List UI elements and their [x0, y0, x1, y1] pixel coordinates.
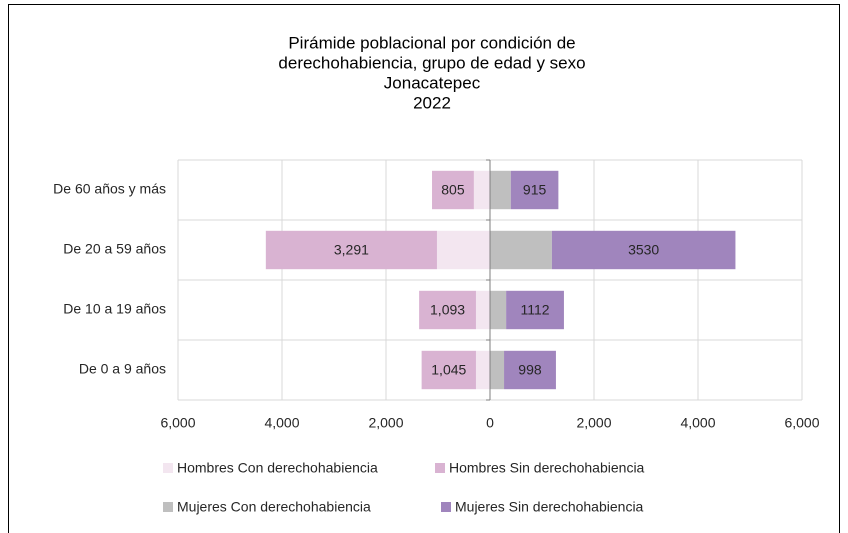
data-label: 915	[523, 182, 547, 198]
bar	[475, 290, 490, 330]
data-label: 805	[441, 182, 465, 198]
x-tick-label: 6,000	[784, 415, 819, 431]
legend-swatch	[435, 463, 445, 473]
data-label: 1112	[520, 302, 549, 318]
legend-label: Hombres Sin derechohabiencia	[449, 460, 645, 476]
legend-swatch	[163, 502, 173, 512]
bar	[506, 290, 564, 330]
data-label: 3,291	[334, 242, 369, 258]
x-tick-label: 6,000	[160, 415, 195, 431]
legend-label: Hombres Con derechohabiencia	[177, 460, 378, 476]
bar	[432, 170, 474, 210]
x-tick-label: 4,000	[680, 415, 715, 431]
data-label: 1,093	[430, 302, 465, 318]
bar	[490, 350, 505, 390]
legend-swatch	[441, 502, 451, 512]
bar	[504, 350, 556, 390]
x-tick-label: 4,000	[264, 415, 299, 431]
y-tick-label: De 20 a 59 años	[63, 241, 166, 257]
bar	[475, 350, 490, 390]
x-tick-label: 2,000	[368, 415, 403, 431]
bar	[265, 230, 437, 270]
bar	[490, 230, 552, 270]
chart-title: 2022	[413, 93, 451, 112]
bar	[551, 230, 736, 270]
y-tick-label: De 0 a 9 años	[79, 361, 166, 377]
chart-title: Pirámide poblacional por condición de	[288, 33, 575, 52]
bar	[436, 230, 490, 270]
bar	[473, 170, 490, 210]
bar	[490, 290, 507, 330]
data-label: 998	[518, 362, 542, 378]
chart-title: Jonacatepec	[384, 73, 481, 92]
x-tick-label: 2,000	[576, 415, 611, 431]
y-tick-label: De 10 a 19 años	[63, 301, 166, 317]
x-tick-label: 0	[486, 415, 494, 431]
y-tick-label: De 60 años y más	[53, 181, 166, 197]
data-label: 3530	[628, 242, 659, 258]
chart-title: derechohabiencia, grupo de edad y sexo	[278, 53, 585, 72]
legend-label: Mujeres Con derechohabiencia	[177, 499, 371, 515]
legend-swatch	[163, 463, 173, 473]
bar	[490, 170, 511, 210]
legend-label: Mujeres Sin derechohabiencia	[455, 499, 644, 515]
bar	[419, 290, 476, 330]
bar	[421, 350, 476, 390]
bar	[510, 170, 559, 210]
data-label: 1,045	[431, 362, 466, 378]
